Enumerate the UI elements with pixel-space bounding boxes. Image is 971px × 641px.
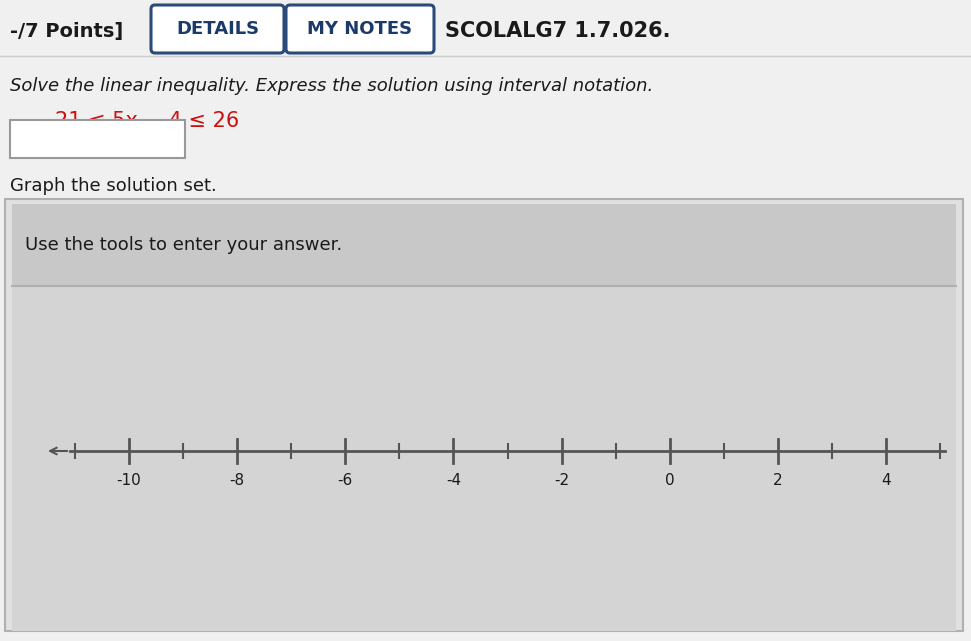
Text: -4: -4 xyxy=(446,473,461,488)
Text: -/7 Points]: -/7 Points] xyxy=(10,22,123,40)
Text: 21 ≤ 5x − 4 ≤ 26: 21 ≤ 5x − 4 ≤ 26 xyxy=(55,111,239,131)
FancyBboxPatch shape xyxy=(286,5,434,53)
Text: -8: -8 xyxy=(229,473,245,488)
Text: SCOLALG7 1.7.026.: SCOLALG7 1.7.026. xyxy=(445,21,671,41)
FancyBboxPatch shape xyxy=(10,120,185,158)
Text: MY NOTES: MY NOTES xyxy=(308,20,413,38)
Text: -6: -6 xyxy=(338,473,352,488)
Text: DETAILS: DETAILS xyxy=(176,20,259,38)
Bar xyxy=(12,204,956,286)
Text: 4: 4 xyxy=(881,473,890,488)
Text: -10: -10 xyxy=(117,473,142,488)
Bar xyxy=(12,286,956,631)
Text: Use the tools to enter your answer.: Use the tools to enter your answer. xyxy=(25,236,342,254)
Text: -2: -2 xyxy=(554,473,569,488)
FancyBboxPatch shape xyxy=(151,5,284,53)
Text: Solve the linear inequality. Express the solution using interval notation.: Solve the linear inequality. Express the… xyxy=(10,77,653,95)
Text: 0: 0 xyxy=(665,473,675,488)
Bar xyxy=(5,199,963,631)
Text: 2: 2 xyxy=(773,473,783,488)
Text: Graph the solution set.: Graph the solution set. xyxy=(10,177,217,195)
